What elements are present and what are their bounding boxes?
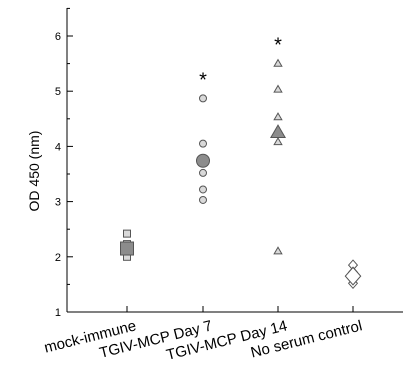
triangle-mean-marker [269, 124, 287, 138]
significance-asterisk: * [199, 69, 207, 91]
y-tick-label: 2 [55, 252, 61, 264]
triangle-point [273, 112, 283, 121]
y-tick-label: 6 [55, 31, 61, 43]
y-tick-label: 3 [55, 197, 61, 209]
circle-point [199, 168, 207, 177]
circle-point [199, 139, 207, 148]
y-axis-title: OD 450 (nm) [26, 131, 42, 212]
significance-asterisk: * [274, 35, 282, 57]
square-point [123, 229, 131, 238]
triangle-point [273, 58, 283, 67]
y-tick-label: 5 [55, 86, 61, 98]
data-points: ** [120, 35, 362, 290]
y-tick-label: 1 [55, 307, 61, 319]
square-mean-marker [120, 241, 134, 256]
triangle-point [273, 246, 283, 255]
triangle-point [273, 84, 283, 93]
axes [66, 8, 403, 313]
circle-mean-marker [196, 153, 210, 168]
y-axis-ticks: 1 2 3 4 5 6 [55, 7, 73, 319]
triangle-point [273, 136, 283, 146]
circle-point [199, 185, 207, 194]
circle-point [199, 195, 207, 204]
y-tick-label: 4 [55, 141, 61, 153]
circle-point [199, 94, 207, 103]
diamond-mean-marker [344, 266, 362, 286]
